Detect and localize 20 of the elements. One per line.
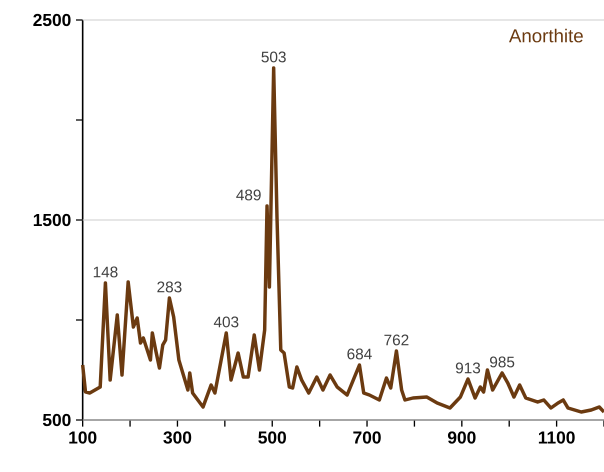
annotation: 148 [94, 266, 118, 278]
annotation: 283 [157, 282, 182, 292]
annotation: 913 [456, 362, 480, 374]
x-tick-label: 900 [448, 431, 476, 444]
annotation: 489 [236, 190, 261, 200]
x-tick-label: 100 [69, 431, 96, 444]
y-tick-label: 2500 [33, 14, 71, 26]
y-tick-label: 500 [42, 414, 71, 426]
annotation: 403 [214, 316, 238, 328]
x-tick-label: 700 [353, 431, 381, 444]
annotation: 503 [261, 52, 286, 62]
annotation: 985 [490, 356, 514, 368]
x-tick-label: 1100 [538, 431, 575, 444]
chart-title: Anorthite [508, 28, 583, 42]
y-tick-label: 1500 [34, 214, 71, 226]
annotation: 684 [347, 348, 372, 360]
x-tick-label: 300 [163, 431, 192, 444]
x-tick-label: 500 [258, 431, 286, 444]
annotation: 762 [384, 334, 408, 346]
line-series [80, 66, 604, 414]
